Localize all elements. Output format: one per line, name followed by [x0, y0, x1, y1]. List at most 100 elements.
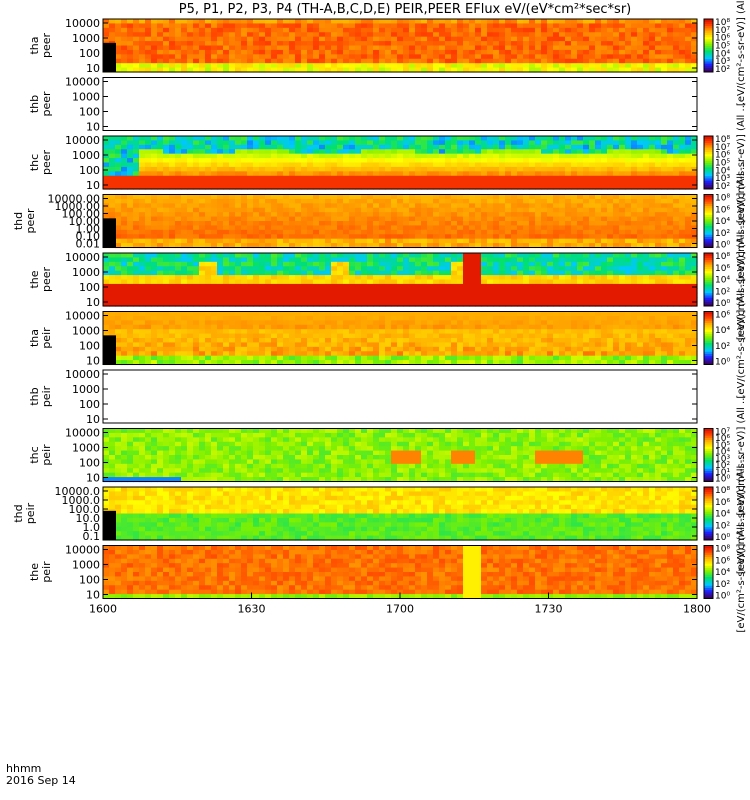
heatmap-cell [169, 27, 176, 33]
heatmap-cell [553, 297, 560, 303]
heatmap-cell [499, 257, 506, 263]
heatmap-cell [145, 234, 152, 240]
heatmap-cell [187, 216, 194, 222]
heatmap-cell [175, 270, 182, 276]
heatmap-cell [523, 153, 530, 159]
heatmap-cell [235, 162, 242, 168]
heatmap-cell [691, 198, 698, 204]
heatmap-cell [211, 283, 218, 289]
heatmap-cell [175, 292, 182, 298]
heatmap-cell [265, 45, 272, 51]
heatmap-cell [355, 140, 362, 146]
heatmap-cell [205, 283, 212, 289]
heatmap-cell [337, 140, 344, 146]
heatmap-cell [157, 19, 164, 25]
heatmap-cell [259, 212, 266, 218]
heatmap-cell [313, 166, 320, 172]
heatmap-cell [541, 257, 548, 263]
heatmap-cell [199, 198, 206, 204]
heatmap-cell [187, 292, 194, 298]
heatmap-cell [391, 45, 398, 51]
heatmap-cell [169, 216, 176, 222]
heatmap-cell [409, 19, 416, 25]
heatmap-cell [295, 243, 302, 249]
heatmap-cell [355, 297, 362, 303]
heatmap-cell [433, 292, 440, 298]
heatmap-cell [679, 234, 686, 240]
heatmap-cell [211, 234, 218, 240]
heatmap-cell [619, 32, 626, 38]
heatmap-cell [379, 234, 386, 240]
heatmap-cell [265, 19, 272, 25]
heatmap-cell [325, 297, 332, 303]
heatmap-cell [577, 149, 584, 155]
heatmap-cell [409, 158, 416, 164]
heatmap-cell [343, 207, 350, 213]
heatmap-cell [427, 23, 434, 29]
heatmap-cell [655, 243, 662, 249]
heatmap-cell [499, 225, 506, 231]
heatmap-cell [607, 136, 614, 142]
heatmap-cell [271, 283, 278, 289]
heatmap-cell [685, 221, 692, 227]
heatmap-cell [307, 162, 314, 168]
heatmap-cell [409, 140, 416, 146]
heatmap-cell [451, 49, 458, 55]
heatmap-cell [325, 203, 332, 209]
heatmap-cell [685, 32, 692, 38]
heatmap-cell [127, 171, 134, 177]
heatmap-cell [121, 175, 128, 181]
heatmap-cell [121, 301, 128, 307]
colorbar-tick-label: 10⁸ [715, 194, 730, 204]
heatmap-cell [667, 162, 674, 168]
heatmap-cell [217, 221, 224, 227]
colorbar-segment [704, 27, 713, 31]
heatmap-cell [469, 184, 476, 190]
heatmap-cell [127, 212, 134, 218]
heatmap-cell [583, 58, 590, 64]
heatmap-cell [451, 243, 458, 249]
heatmap-cell [691, 270, 698, 276]
heatmap-cell [385, 36, 392, 42]
heatmap-cell [667, 23, 674, 29]
heatmap-cell [337, 149, 344, 155]
heatmap-cell [289, 49, 296, 55]
heatmap-cell [355, 229, 362, 235]
heatmap-cell [343, 221, 350, 227]
heatmap-cell [325, 194, 332, 200]
heatmap-cell [277, 243, 284, 249]
panel-frame [102, 135, 698, 190]
heatmap-cell [181, 238, 188, 244]
heatmap-cell [499, 175, 506, 181]
heatmap-cell [283, 166, 290, 172]
heatmap-cell [367, 58, 374, 64]
heatmap-cell [115, 140, 122, 146]
heatmap-cell [667, 243, 674, 249]
heatmap-cell [613, 194, 620, 200]
heatmap-cell [145, 270, 152, 276]
heatmap-cell [511, 63, 518, 69]
heatmap-cell [199, 136, 206, 142]
heatmap-cell [361, 58, 368, 64]
heatmap-cell [499, 238, 506, 244]
heatmap-cell [181, 67, 188, 73]
heatmap-cell [385, 253, 392, 259]
colorbar-segment [704, 218, 713, 222]
heatmap-cell [361, 221, 368, 227]
heatmap-cell [529, 140, 536, 146]
heatmap-cell [109, 301, 116, 307]
heatmap-cell [553, 212, 560, 218]
heatmap-cell [283, 257, 290, 263]
heatmap-cell [499, 136, 506, 142]
heatmap-cell [259, 144, 266, 150]
heatmap-cell [637, 203, 644, 209]
heatmap-cell [163, 41, 170, 47]
heatmap-cell [379, 283, 386, 289]
heatmap-cell [283, 216, 290, 222]
heatmap-cell [691, 301, 698, 307]
heatmap-cell [259, 36, 266, 42]
heatmap-cell [493, 288, 500, 294]
heatmap-cell [139, 275, 146, 281]
heatmap-cell [691, 144, 698, 150]
heatmap-cell [439, 23, 446, 29]
